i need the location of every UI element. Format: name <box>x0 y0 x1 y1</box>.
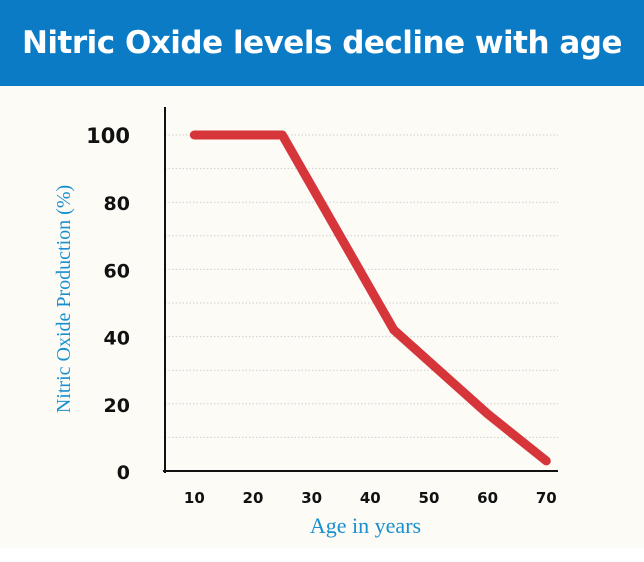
y-tick-label: 80 <box>104 193 130 215</box>
axes <box>163 107 558 473</box>
x-tick-label: 20 <box>243 489 264 507</box>
y-tick-label: 60 <box>104 260 130 282</box>
y-tick-label: 100 <box>86 124 130 148</box>
y-axis-title: Nitric Oxide Production (%) <box>53 185 75 413</box>
series-line <box>189 130 551 466</box>
x-tick-label: 10 <box>184 489 205 507</box>
x-axis-title: Age in years <box>310 513 421 538</box>
y-tick-labels: 0 20 40 60 80 100 <box>86 124 130 484</box>
x-tick-label: 70 <box>536 489 557 507</box>
series <box>189 130 551 466</box>
title-banner: Nitric Oxide levels decline with age <box>0 0 644 86</box>
y-tick-label: 40 <box>104 328 130 350</box>
x-tick-label: 40 <box>360 489 381 507</box>
line-chart: 0 20 40 60 80 100 10 20 30 40 50 60 70 Age in years… <box>53 107 558 538</box>
chart-title: Nitric Oxide levels decline with age <box>21 25 623 61</box>
x-tick-label: 50 <box>419 489 440 507</box>
chart-panel: 0 20 40 60 80 100 10 20 30 40 50 60 70 Age in years… <box>0 86 644 548</box>
x-tick-label: 60 <box>477 489 498 507</box>
y-tick-label: 0 <box>117 462 130 484</box>
x-tick-label: 30 <box>301 489 322 507</box>
x-tick-labels: 10 20 30 40 50 60 70 <box>184 489 557 507</box>
y-tick-label: 20 <box>104 395 130 417</box>
grid-lines <box>165 134 558 438</box>
